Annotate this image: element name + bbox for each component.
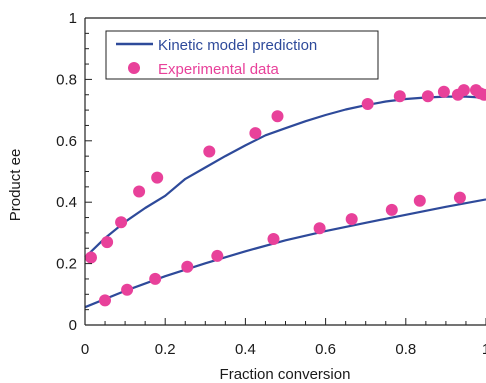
y-tick-label: 0.4 bbox=[56, 194, 77, 211]
legend: Kinetic model prediction Experimental da… bbox=[105, 30, 379, 80]
data-point bbox=[393, 90, 406, 103]
data-point bbox=[203, 145, 216, 158]
data-point bbox=[385, 203, 398, 216]
axes: 0 0.2 0.4 0.6 0.8 1 0 0.2 0.4 0.6 0.8 1 bbox=[56, 10, 486, 358]
data-point bbox=[99, 294, 111, 307]
x-axis-label: Fraction conversion bbox=[220, 366, 351, 383]
model-curve-line bbox=[84, 198, 486, 309]
x-tick-label: 0.8 bbox=[395, 341, 416, 358]
data-point bbox=[453, 191, 466, 204]
data-point bbox=[211, 249, 224, 262]
y-tick-label: 0 bbox=[69, 317, 77, 334]
data-point bbox=[151, 171, 164, 184]
legend-dot-swatch bbox=[128, 62, 140, 74]
data-point bbox=[101, 236, 114, 249]
data-point bbox=[457, 84, 470, 97]
y-tick-label: 1 bbox=[69, 10, 77, 27]
data-point bbox=[345, 213, 358, 226]
data-point bbox=[271, 110, 284, 123]
y-tick-label: 0.2 bbox=[56, 256, 77, 273]
data-point bbox=[361, 98, 374, 110]
x-tick-label: 0 bbox=[81, 341, 89, 358]
data-point bbox=[133, 185, 146, 198]
y-tick-label: 0.8 bbox=[56, 71, 77, 88]
data-point bbox=[249, 127, 262, 140]
legend-data-label: Experimental data bbox=[158, 61, 280, 78]
data-point bbox=[85, 251, 97, 264]
data-point bbox=[181, 260, 194, 273]
x-tick-label: 1 bbox=[482, 341, 486, 358]
x-tick-label: 0.4 bbox=[235, 341, 256, 358]
data-point bbox=[437, 85, 450, 98]
x-tick-label: 0.6 bbox=[315, 341, 336, 358]
data-point bbox=[121, 283, 134, 296]
y-axis-label: Product ee bbox=[7, 149, 24, 222]
legend-model-label: Kinetic model prediction bbox=[158, 37, 317, 54]
data-point bbox=[313, 222, 326, 235]
data-point bbox=[413, 194, 426, 207]
y-tick-label: 0.6 bbox=[56, 133, 77, 150]
data-point bbox=[115, 216, 128, 229]
data-point bbox=[421, 90, 434, 103]
data-point bbox=[149, 272, 162, 285]
legend-box bbox=[105, 30, 379, 80]
data-points bbox=[85, 84, 486, 307]
data-point bbox=[478, 88, 486, 101]
model-curve-line bbox=[84, 95, 486, 259]
x-tick-label: 0.2 bbox=[155, 341, 176, 358]
data-point bbox=[267, 233, 280, 245]
model-curves bbox=[84, 95, 486, 309]
